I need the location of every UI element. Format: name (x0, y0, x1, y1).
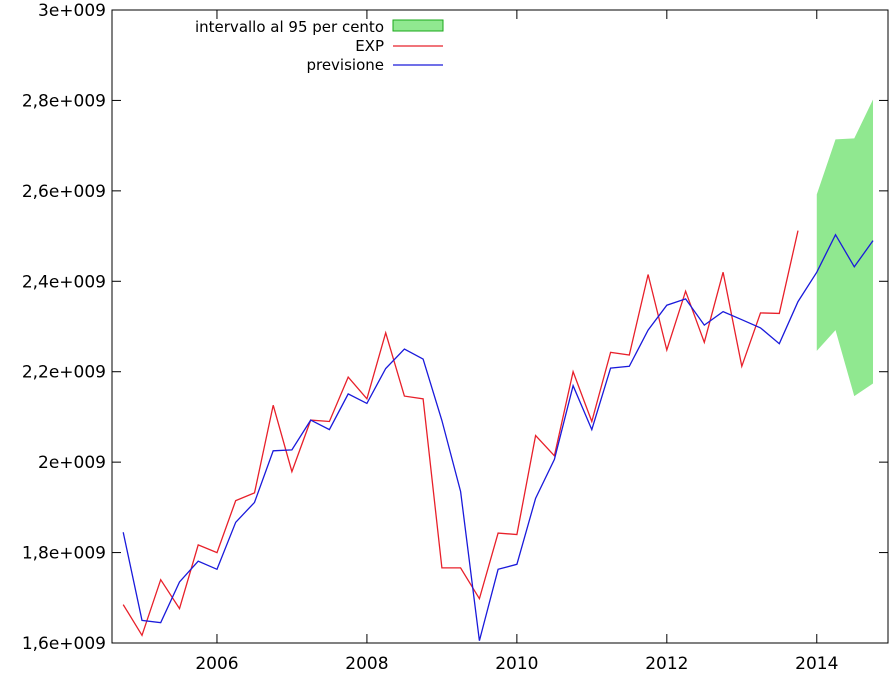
y-tick-label: 2,6e+009 (22, 182, 106, 202)
series-previsione-line (122, 233, 874, 641)
interval-layer (816, 99, 874, 397)
interval-band (816, 99, 874, 397)
tick-labels-layer: 1,6e+009 1,8e+009 2e+009 2,2e+009 2,4e+009 2,… (22, 1, 839, 673)
legend-interval-label: intervallo al 95 per cento (195, 18, 384, 36)
plot-frame (111, 9, 889, 644)
legend: intervallo al 95 per cento EXP prevision… (195, 18, 444, 74)
y-tick-label: 2,8e+009 (22, 91, 106, 111)
x-tick-label: 2006 (195, 654, 238, 673)
legend-exp-label: EXP (355, 37, 384, 55)
y-tick-label: 2,2e+009 (22, 363, 106, 383)
legend-interval-swatch (392, 19, 444, 32)
y-tick-label: 1,6e+009 (22, 634, 106, 654)
legend-forecast-label: previsione (306, 56, 384, 74)
y-tick-label: 1,8e+009 (22, 544, 106, 564)
y-tick-label: 2e+009 (38, 453, 106, 473)
x-tick-label: 2014 (795, 654, 838, 673)
y-tick-label: 3e+009 (38, 1, 106, 21)
x-tick-label: 2012 (645, 654, 688, 673)
series-layer (122, 230, 874, 641)
ticks-layer (112, 9, 888, 644)
x-tick-label: 2008 (345, 654, 388, 673)
y-tick-label: 2,4e+009 (22, 272, 106, 292)
x-tick-label: 2010 (495, 654, 538, 673)
series-exp-line (122, 230, 799, 637)
